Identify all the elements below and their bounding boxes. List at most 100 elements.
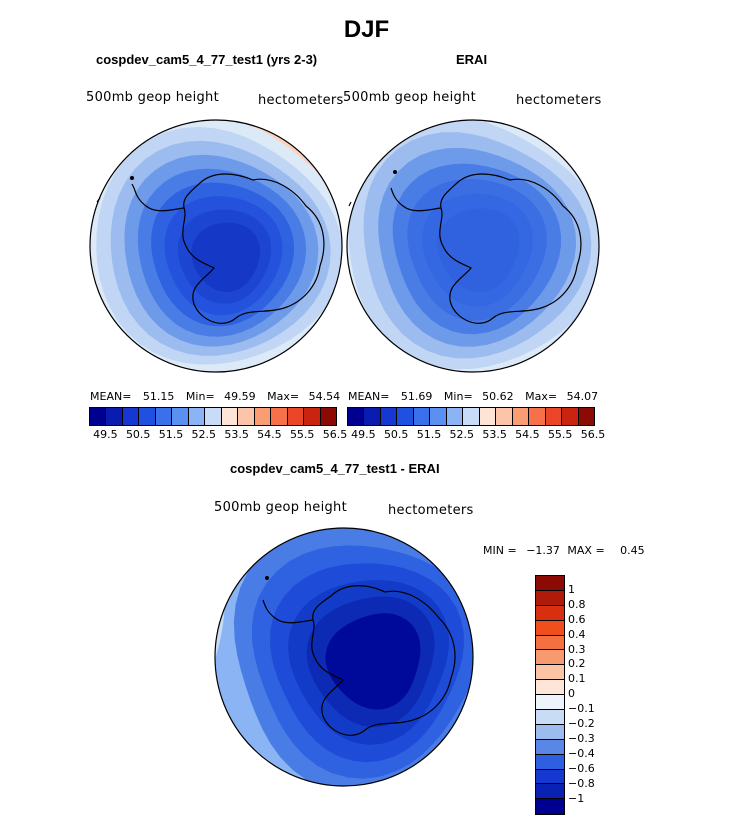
diff-colorbar-swatch bbox=[536, 680, 564, 696]
left-colorbar-swatch bbox=[304, 408, 321, 425]
right-variable-label: 500mb geop height bbox=[343, 90, 476, 105]
left-colorbar bbox=[89, 407, 337, 426]
diff-units-label: hectometers bbox=[388, 503, 474, 518]
right-map-border bbox=[346, 119, 600, 373]
right-colorbar-swatch bbox=[496, 408, 513, 425]
diff-stats: MIN = −1.37 MAX = 0.45 bbox=[483, 544, 645, 557]
right-stats: MEAN= 51.69 Min= 50.62 Max= 54.07 bbox=[348, 390, 598, 403]
diff-colorbar-label: −0.2 bbox=[568, 717, 595, 730]
right-antarctica-coastline bbox=[348, 169, 582, 324]
right-colorbar-swatch bbox=[413, 408, 431, 425]
right-contour-band bbox=[436, 208, 520, 293]
left-colorbar-swatch bbox=[139, 408, 156, 425]
right-mean-label: MEAN= bbox=[348, 390, 390, 403]
left-colorbar-label: 50.5 bbox=[125, 428, 151, 441]
diff-colorbar-label: −1 bbox=[568, 791, 585, 805]
right-colorbar-swatch bbox=[529, 408, 546, 425]
diff-colorbar-swatch bbox=[536, 784, 564, 800]
left-colorbar-swatch bbox=[188, 408, 206, 425]
left-variable-label: 500mb geop height bbox=[86, 90, 219, 105]
left-max-value: 54.54 bbox=[308, 390, 341, 403]
diff-colorbar-swatch bbox=[536, 769, 564, 785]
diff-colorbar-label: 1 bbox=[568, 582, 575, 596]
left-map-border bbox=[89, 119, 343, 373]
diff-colorbar-label: 0.1 bbox=[568, 672, 586, 686]
diff-colorbar-swatch bbox=[536, 650, 564, 666]
left-contour-band bbox=[191, 222, 261, 293]
left-colorbar-swatch bbox=[122, 408, 140, 425]
diff-colorbar-swatch bbox=[536, 739, 564, 755]
left-colorbar-swatch bbox=[271, 408, 288, 425]
diff-contour-field bbox=[215, 528, 473, 786]
left-colorbar-swatch bbox=[172, 408, 189, 425]
diff-colorbar-swatch bbox=[536, 635, 564, 651]
diff-colorbar-label: 0.4 bbox=[568, 627, 586, 641]
left-stats: MEAN= 51.15 Min= 49.59 Max= 54.54 bbox=[90, 390, 340, 403]
left-colorbar-label: 54.5 bbox=[257, 428, 282, 441]
diff-warm-anomaly bbox=[215, 751, 268, 786]
left-units-label: hectometers bbox=[258, 93, 344, 108]
left-colorbar-label: 52.5 bbox=[191, 428, 217, 441]
right-colorbar-label: 51.5 bbox=[416, 428, 442, 441]
right-colorbar-swatch bbox=[479, 408, 497, 425]
diff-colorbar-swatch bbox=[536, 710, 564, 725]
left-colorbar-swatch bbox=[320, 408, 337, 425]
diff-colorbar-label: 0.6 bbox=[568, 612, 586, 626]
right-colorbar-label: 53.5 bbox=[482, 428, 507, 441]
right-colorbar-swatch bbox=[562, 408, 579, 425]
right-colorbar-labels: 49.5 50.5 51.5 52.5 53.5 54.5 55.5 56.5 bbox=[347, 428, 605, 442]
right-colorbar-label: 50.5 bbox=[383, 428, 409, 441]
diff-colorbar-label: −0.4 bbox=[568, 746, 595, 760]
diff-panel-title: cospdev_cam5_4_77_test1 - ERAI bbox=[230, 461, 440, 476]
diff-colorbar-swatch bbox=[536, 590, 564, 606]
left-contour-field bbox=[90, 120, 342, 372]
right-colorbar-swatch bbox=[364, 408, 381, 425]
diff-colorbar-swatch bbox=[536, 605, 564, 621]
left-colorbar-swatch bbox=[90, 408, 107, 425]
right-units-label: hectometers bbox=[516, 93, 602, 108]
left-colorbar-swatch bbox=[287, 408, 305, 425]
right-colorbar-swatch bbox=[446, 408, 464, 425]
right-colorbar-swatch bbox=[578, 408, 595, 425]
left-colorbar-label: 49.5 bbox=[93, 428, 118, 441]
left-colorbar-label: 53.5 bbox=[224, 428, 249, 441]
diff-min-value: −1.37 bbox=[526, 544, 560, 557]
left-panel-title: cospdev_cam5_4_77_test1 (yrs 2-3) bbox=[96, 52, 318, 67]
left-colorbar-label: 56.5 bbox=[322, 428, 348, 441]
right-panel-title: ERAI bbox=[456, 52, 488, 67]
left-colorbar-label: 51.5 bbox=[158, 428, 184, 441]
right-colorbar-swatch bbox=[512, 408, 530, 425]
diff-polar-map bbox=[214, 527, 474, 787]
diff-colorbar-swatch bbox=[536, 695, 564, 711]
figure-title: DJF bbox=[343, 16, 390, 43]
right-colorbar-swatch bbox=[545, 408, 563, 425]
left-colorbar-swatch bbox=[254, 408, 272, 425]
diff-colorbar-label: 0 bbox=[568, 687, 575, 701]
diff-colorbar-label: −0.6 bbox=[568, 761, 595, 775]
left-colorbar-label: 55.5 bbox=[289, 428, 315, 441]
diff-antarctica-coastline bbox=[262, 575, 456, 736]
right-contour-field bbox=[347, 120, 599, 372]
diff-map-border bbox=[214, 527, 474, 787]
diff-contour-band bbox=[325, 613, 421, 710]
diff-colorbar bbox=[535, 575, 565, 815]
diff-colorbar-swatch bbox=[536, 724, 564, 740]
right-colorbar-label: 52.5 bbox=[449, 428, 475, 441]
diff-max-value: 0.45 bbox=[620, 544, 645, 557]
right-colorbar-label: 55.5 bbox=[547, 428, 573, 441]
right-max-value: 54.07 bbox=[566, 390, 599, 403]
right-mean-value: 51.69 bbox=[400, 390, 433, 403]
diff-colorbar-swatch bbox=[536, 576, 564, 591]
right-colorbar-label: 56.5 bbox=[580, 428, 606, 441]
diff-colorbar-label: 0.8 bbox=[568, 597, 586, 611]
right-polar-map bbox=[346, 119, 600, 373]
diff-colorbar-label: 0.3 bbox=[568, 642, 586, 656]
right-min-label: Min= bbox=[443, 390, 473, 403]
diff-colorbar-swatch bbox=[536, 754, 564, 770]
left-colorbar-swatch bbox=[221, 408, 239, 425]
left-min-label: Min= bbox=[185, 390, 215, 403]
diff-colorbar-label: −0.3 bbox=[568, 731, 595, 745]
left-min-value: 49.59 bbox=[224, 390, 256, 403]
left-max-label: Max= bbox=[267, 390, 300, 403]
right-max-label: Max= bbox=[525, 390, 558, 403]
